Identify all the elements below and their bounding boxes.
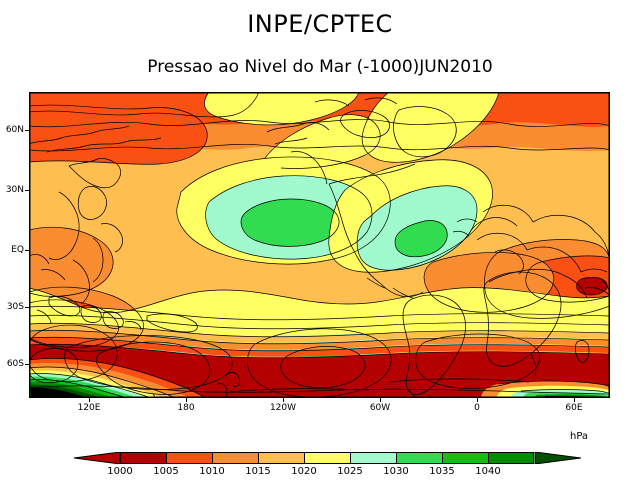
colorbar-low-arrow (74, 452, 121, 464)
x-axis-label-120w: 120W (269, 403, 297, 413)
colorbar-tick-1010: 1010 (199, 466, 225, 477)
colorbar[interactable] (120, 452, 534, 464)
y-axis-label-30s: 30S (6, 302, 24, 312)
y-axis-label-30n: 30N (5, 185, 24, 195)
x-axis-label-0: 0 (474, 403, 480, 413)
colorbar-swatch-0 (120, 452, 166, 464)
y-tick-4 (25, 364, 29, 365)
coastlines (29, 97, 610, 398)
colorbar-swatch-5 (350, 452, 396, 464)
colorbar-tick-1020: 1020 (291, 466, 317, 477)
colorbar-tick-1040: 1040 (475, 466, 501, 477)
page-title: INPE/CPTEC (247, 10, 393, 38)
x-axis-label-60w: 60W (369, 403, 391, 413)
y-tick-3 (25, 307, 29, 308)
colorbar-swatch-3 (258, 452, 304, 464)
colorbar-high-arrow (534, 452, 581, 464)
y-axis-label-eq: EQ (11, 245, 24, 255)
colorbar-unit-label: hPa (570, 431, 589, 442)
y-tick-1 (25, 190, 29, 191)
colorbar-tick-1030: 1030 (383, 466, 409, 477)
colorbar-swatch-8 (488, 452, 534, 464)
colorbar-tick-1025: 1025 (337, 466, 363, 477)
x-tick-3 (380, 398, 381, 402)
x-axis-label-120e: 120E (77, 403, 101, 413)
x-tick-0 (89, 398, 90, 402)
colorbar-swatch-7 (442, 452, 488, 464)
pressure-contour-map (29, 92, 610, 398)
chart-subtitle: Pressao ao Nivel do Mar (-1000)JUN2010 (147, 57, 493, 77)
contour-lines (29, 92, 610, 398)
colorbar-swatch-1 (166, 452, 212, 464)
x-tick-1 (186, 398, 187, 402)
x-tick-5 (574, 398, 575, 402)
x-tick-4 (477, 398, 478, 402)
colorbar-tick-1035: 1035 (429, 466, 455, 477)
map-svg (29, 92, 610, 398)
y-axis-label-60s: 60S (6, 359, 24, 369)
x-axis-label-180: 180 (177, 403, 195, 413)
colorbar-swatch-2 (212, 452, 258, 464)
colorbar-swatch-4 (304, 452, 350, 464)
colorbar-tick-1015: 1015 (245, 466, 271, 477)
colorbar-tick-1005: 1005 (153, 466, 179, 477)
y-axis-label-60n: 60N (5, 125, 24, 135)
y-tick-0 (25, 130, 29, 131)
x-axis-label-60e: 60E (565, 403, 583, 413)
y-tick-2 (25, 250, 29, 251)
colorbar-swatch-6 (396, 452, 442, 464)
colorbar-tick-1000: 1000 (107, 466, 133, 477)
x-tick-2 (283, 398, 284, 402)
